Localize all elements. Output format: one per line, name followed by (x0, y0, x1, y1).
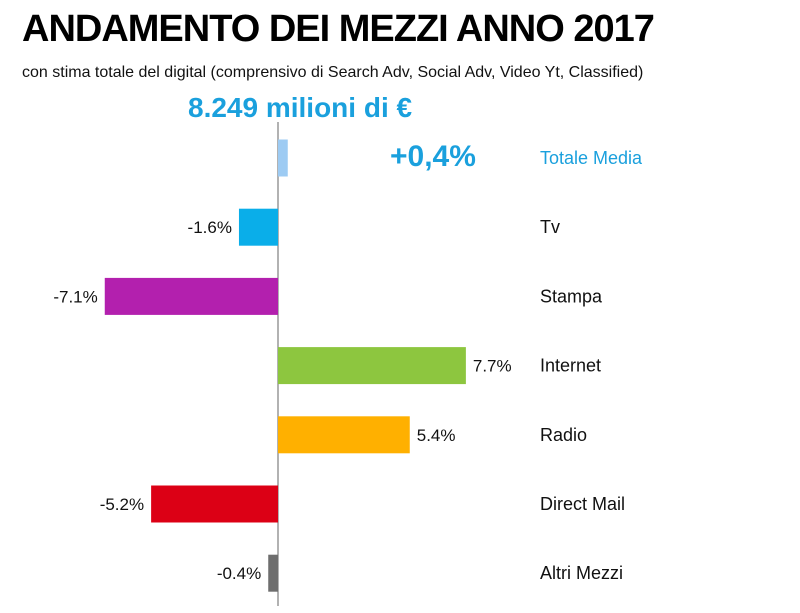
bar-altri-mezzi (268, 554, 278, 592)
chart-subtitle: con stima totale del digital (comprensiv… (22, 64, 644, 81)
bar-direct-mail (151, 485, 278, 523)
category-label: Altri Mezzi (540, 563, 623, 583)
value-label: -5.2% (100, 495, 144, 514)
total-change: +0,4% (390, 140, 476, 173)
value-label: 7.7% (473, 357, 512, 376)
chart-title: ANDAMENTO DEI MEZZI ANNO 2017 (22, 8, 655, 50)
category-label: Stampa (540, 286, 603, 306)
category-label: Direct Mail (540, 494, 625, 514)
total-value: 8.249 milioni di € (188, 92, 413, 123)
bar-tv (238, 208, 278, 246)
value-label: -7.1% (53, 287, 97, 306)
category-label: Totale Media (540, 148, 643, 168)
category-label: Tv (540, 217, 560, 237)
value-label: -1.6% (188, 218, 232, 237)
bar-stampa (104, 277, 278, 315)
category-label: Radio (540, 425, 587, 445)
bar-totale-media (278, 139, 288, 177)
category-label: Internet (540, 356, 601, 376)
value-label: 5.4% (417, 426, 456, 445)
bar-radio (278, 416, 410, 454)
bar-internet (278, 347, 466, 385)
value-label: -0.4% (217, 564, 261, 583)
